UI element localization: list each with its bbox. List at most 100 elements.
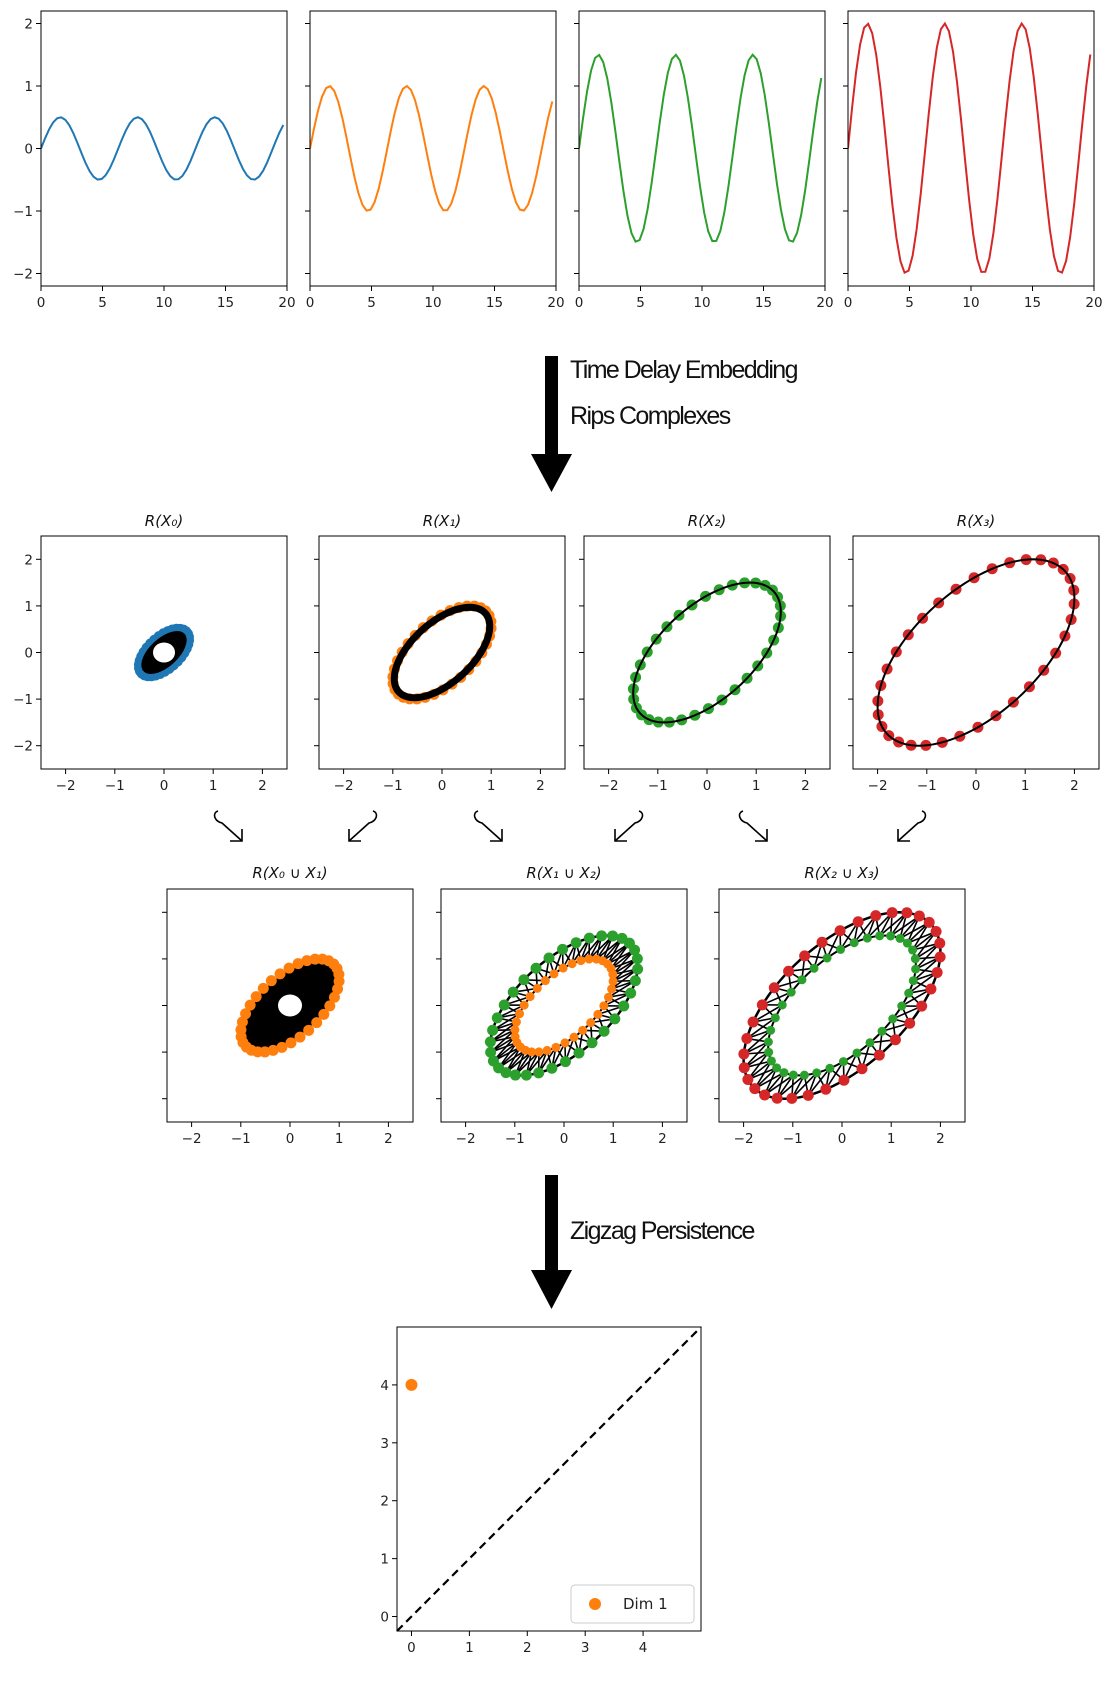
zigzag-arrow <box>897 810 927 842</box>
ts-xtick-label: 10 <box>693 295 710 311</box>
point <box>865 1038 875 1048</box>
point <box>902 938 912 948</box>
legend-label: Dim 1 <box>623 1595 668 1613</box>
rips-panel: R(X₂) −2 −1 0 1 2 <box>579 512 831 794</box>
time-series-panel: 0 5 10 15 20 −2 −1 0 1 2 <box>13 10 296 311</box>
point <box>738 1048 750 1060</box>
rips-frame <box>40 535 288 770</box>
point <box>530 962 542 974</box>
panel-title: R(X₂) <box>688 512 726 530</box>
point <box>578 1025 588 1035</box>
point <box>573 1047 585 1059</box>
union-xtick-label: 0 <box>838 1131 847 1147</box>
point <box>599 1001 609 1011</box>
point <box>551 1042 561 1052</box>
point <box>788 1070 798 1080</box>
edge <box>899 921 930 940</box>
point <box>532 983 542 993</box>
point <box>510 1032 520 1042</box>
rips-xtick-label: 2 <box>258 778 267 794</box>
ts-frame <box>40 10 288 287</box>
rips-xtick-label: 2 <box>536 778 545 794</box>
point <box>608 976 618 986</box>
edge <box>754 1071 785 1090</box>
point <box>856 1063 868 1075</box>
rips-panel: R(X₀) −2 −1 0 1 2 −2 −1 0 1 2 <box>13 512 288 794</box>
point <box>873 1049 885 1061</box>
rips-xtick-label: 1 <box>1021 778 1030 794</box>
rips-hole <box>153 642 175 663</box>
point <box>763 1037 773 1047</box>
point <box>603 992 613 1002</box>
point <box>889 1034 901 1046</box>
point <box>542 1045 552 1055</box>
ts-xtick-label: 10 <box>962 295 979 311</box>
point <box>766 1025 776 1035</box>
point <box>570 937 582 949</box>
rips-xtick-label: 1 <box>487 778 496 794</box>
point <box>771 1092 783 1104</box>
point <box>607 930 619 942</box>
rips-xtick-label: −2 <box>334 778 354 794</box>
point <box>870 910 882 922</box>
rips-xtick-label: −1 <box>105 778 125 794</box>
point <box>812 1068 822 1078</box>
point <box>240 1008 252 1020</box>
point <box>852 916 864 928</box>
point <box>498 999 510 1011</box>
edge <box>915 942 941 970</box>
point <box>625 987 637 999</box>
point <box>820 1083 832 1095</box>
panel-title: R(X₀) <box>145 512 183 530</box>
legend-marker <box>589 1598 601 1610</box>
point <box>593 1009 603 1019</box>
pd-xtick-label: 2 <box>523 1640 532 1656</box>
union-xtick-label: −1 <box>231 1131 251 1147</box>
ts-ytick-label: −2 <box>13 267 33 283</box>
ts-xtick-label: 15 <box>486 295 503 311</box>
point <box>631 953 643 965</box>
point <box>311 1017 323 1029</box>
ts-xtick-label: 0 <box>37 295 46 311</box>
point <box>318 1008 330 1020</box>
zigzag-arrow <box>473 810 503 842</box>
point <box>559 1056 571 1068</box>
rips-xtick-label: −2 <box>868 778 888 794</box>
union-frame <box>440 888 688 1123</box>
point <box>852 1048 862 1058</box>
series-line <box>848 21 1092 275</box>
edge <box>853 915 877 944</box>
point <box>540 976 550 986</box>
point <box>770 1013 780 1023</box>
point <box>618 1000 630 1012</box>
point <box>779 1068 789 1078</box>
point <box>332 983 344 995</box>
point <box>607 984 617 994</box>
zigzag-arrow <box>614 810 644 842</box>
ts-ytick-label: 2 <box>24 17 33 33</box>
point <box>838 1074 850 1086</box>
point <box>797 975 807 985</box>
ts-xtick-label: 20 <box>816 295 833 311</box>
edge <box>743 1029 772 1055</box>
union-xtick-label: 2 <box>936 1131 945 1147</box>
zigzag-arrow <box>348 810 378 842</box>
persistence-point <box>405 1378 418 1391</box>
point <box>569 1032 579 1042</box>
point <box>764 1047 774 1057</box>
ts-xtick-label: 20 <box>547 295 564 311</box>
point <box>608 969 618 979</box>
point <box>901 907 913 919</box>
point <box>324 1000 336 1012</box>
edge <box>746 1017 776 1040</box>
rips-xtick-label: 1 <box>752 778 761 794</box>
panel-title: R(X₁ ∪ X₂) <box>526 864 601 882</box>
point <box>632 963 644 975</box>
pd-xtick-label: 1 <box>465 1640 474 1656</box>
persistence-arrow <box>531 1175 572 1309</box>
point <box>930 926 942 938</box>
zigzag-arrow <box>213 810 243 842</box>
edge <box>908 971 938 994</box>
edge <box>890 915 920 937</box>
union-xtick-label: 1 <box>609 1131 618 1147</box>
